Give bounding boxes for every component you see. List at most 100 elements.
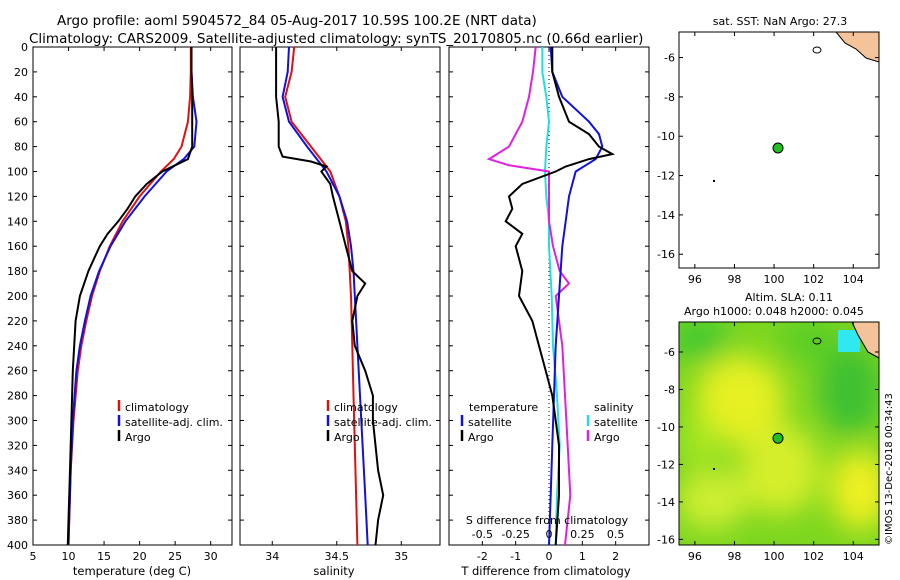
imos-watermark: ©IMOS 13-Dec-2018 00:34:43 xyxy=(884,393,895,545)
x-tick-label: 10 xyxy=(62,550,76,563)
sla-map-cyan-patch xyxy=(838,330,860,352)
salinity-legend-climatology: climatology xyxy=(334,401,398,414)
depth-tick-label: 40 xyxy=(14,91,28,104)
difference-legend: temperature satellite Argo salinity sate… xyxy=(460,401,638,444)
difference-x-axis: -2 -1 0 1 2 xyxy=(477,47,619,563)
difference-legend-t-argo: Argo xyxy=(468,431,494,444)
map-y-tick-label: -8 xyxy=(664,383,675,396)
sst-map-land xyxy=(834,31,880,63)
depth-tick-label: 200 xyxy=(7,290,28,303)
x-tick-label: 0 xyxy=(546,550,553,563)
salinity-legend: climatology satellite-adj. clim. Argo xyxy=(326,400,432,444)
sla-map-title2: Argo h1000: 0.048 h2000: 0.045 xyxy=(684,305,864,318)
map-x-tick-label: 96 xyxy=(688,550,702,563)
sla-map-islet xyxy=(713,468,715,470)
map-x-tick-label: 104 xyxy=(843,550,864,563)
depth-tick-label: 100 xyxy=(7,166,28,179)
secondary-x-tick-label: 0 xyxy=(546,528,553,541)
sst-map-islet xyxy=(713,180,715,182)
salinity-climatology-line xyxy=(284,47,359,545)
x-tick-label: -2 xyxy=(477,550,488,563)
depth-tick-label: 240 xyxy=(7,340,28,353)
depth-tick-label: 80 xyxy=(14,141,28,154)
difference-legend-s-satellite: satellite xyxy=(594,416,638,429)
map-x-tick-label: 100 xyxy=(764,550,785,563)
secondary-x-tick-label: -0.5 xyxy=(472,528,493,541)
figure-title-line2: Climatology: CARS2009. Satellite-adjuste… xyxy=(29,31,643,47)
difference-legend-temperature-title: temperature xyxy=(469,401,538,414)
salinity-argo-line xyxy=(275,47,385,545)
map-x-tick-label: 100 xyxy=(764,273,785,286)
temperature-panel xyxy=(32,46,233,546)
depth-tick-label: 380 xyxy=(7,514,28,527)
x-tick-label: 34 xyxy=(265,550,279,563)
difference-legend-s-argo: Argo xyxy=(594,431,620,444)
map-y-tick-label: -14 xyxy=(657,496,675,509)
secondary-x-tick-label: -0.25 xyxy=(501,528,529,541)
map-x-tick-label: 102 xyxy=(803,273,824,286)
difference-secondary-axis: -0.5 -0.25 0 0.25 0.5 xyxy=(472,528,625,541)
x-tick-label: 5 xyxy=(30,550,37,563)
map-x-tick-label: 98 xyxy=(727,550,741,563)
depth-tick-label: 0 xyxy=(21,41,28,54)
salinity-x-axis: 34 34.5 35 xyxy=(265,47,408,563)
map-y-tick-label: -8 xyxy=(664,91,675,104)
x-tick-label: 35 xyxy=(394,550,408,563)
secondary-x-tick-label: 0.25 xyxy=(570,528,595,541)
temperature-argo-line xyxy=(66,47,194,545)
depth-tick-label: 260 xyxy=(7,365,28,378)
temperature-legend-climatology: climatology xyxy=(125,401,189,414)
depth-tick-label: 280 xyxy=(7,390,28,403)
difference-xlabel: T difference from climatology xyxy=(460,564,631,578)
depth-tick-label: 60 xyxy=(14,116,28,129)
difference-legend-salinity-title: salinity xyxy=(594,401,634,414)
sst-map-island xyxy=(812,46,822,54)
sla-map-axes: 96 98 100 102 104 -6 -8 -10 -12 -14 -16 xyxy=(657,322,879,563)
difference-legend-t-satellite: satellite xyxy=(468,416,512,429)
depth-tick-label: 300 xyxy=(7,415,28,428)
map-x-tick-label: 98 xyxy=(727,273,741,286)
map-x-tick-label: 102 xyxy=(803,550,824,563)
difference-secondary-xlabel: S difference from climatology xyxy=(466,514,629,527)
depth-tick-label: 20 xyxy=(14,66,28,79)
salinity-xlabel: salinity xyxy=(313,564,354,578)
map-y-tick-label: -16 xyxy=(657,533,675,546)
sla-map-title1: Altim. SLA: 0.11 xyxy=(745,291,833,304)
depth-tick-label: 120 xyxy=(7,190,28,203)
difference-t-argo-line xyxy=(504,47,616,545)
map-y-tick-label: -14 xyxy=(657,209,675,222)
salinity-legend-argo: Argo xyxy=(334,431,360,444)
x-tick-label: 15 xyxy=(97,550,111,563)
temperature-climatology-line xyxy=(67,47,192,545)
depth-tick-label: 180 xyxy=(7,265,28,278)
x-tick-label: 34.5 xyxy=(325,550,350,563)
temperature-legend-argo: Argo xyxy=(125,431,151,444)
temperature-x-axis: 5 10 15 20 25 30 xyxy=(30,47,218,563)
map-y-tick-label: -10 xyxy=(657,130,675,143)
x-tick-label: -1 xyxy=(510,550,521,563)
depth-tick-label: 360 xyxy=(7,489,28,502)
secondary-x-tick-label: 0.5 xyxy=(607,528,625,541)
map-y-tick-label: -12 xyxy=(657,458,675,471)
depth-tick-label: 320 xyxy=(7,439,28,452)
depth-tick-label: 140 xyxy=(7,215,28,228)
temperature-legend: climatology satellite-adj. clim. Argo xyxy=(117,400,223,444)
x-tick-label: 30 xyxy=(204,550,218,563)
depth-axis: 0 20 40 60 80 100 120 140 160 180 200 220 240 260 280 3… xyxy=(7,41,649,552)
map-y-tick-label: -10 xyxy=(657,421,675,434)
sst-map-title: sat. SST: NaN Argo: 27.3 xyxy=(713,15,847,28)
depth-tick-label: 400 xyxy=(7,539,28,552)
salinity-satellite-adj-clim-line xyxy=(281,47,369,545)
sla-map-land xyxy=(851,322,879,359)
sla-map-island xyxy=(812,337,822,345)
map-y-tick-label: -12 xyxy=(657,170,675,183)
x-tick-label: 1 xyxy=(579,550,586,563)
map-y-tick-label: -16 xyxy=(657,248,675,261)
sla-heatmap xyxy=(679,322,879,545)
temperature-legend-satellite: satellite-adj. clim. xyxy=(125,416,223,429)
sst-map-axes: 96 98 100 102 104 -6 -8 -10 -12 -14 -16 xyxy=(657,32,879,286)
map-x-tick-label: 96 xyxy=(688,273,702,286)
depth-tick-label: 220 xyxy=(7,315,28,328)
sst-map-argo-position xyxy=(772,142,784,154)
